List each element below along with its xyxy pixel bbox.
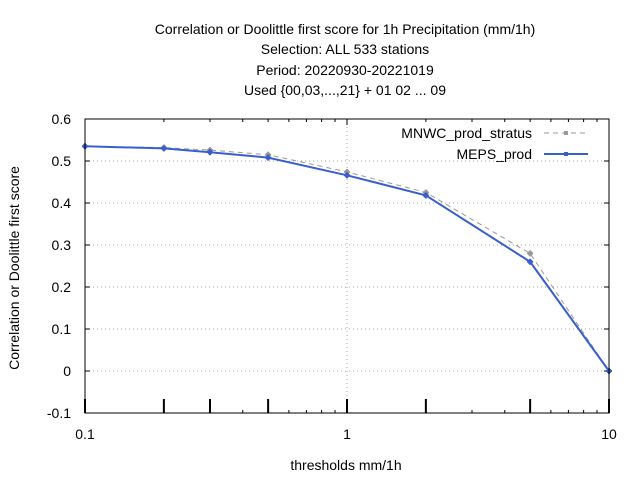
- data-point-mnwc-prod-stratus: [528, 251, 533, 256]
- series-line-mnwc-prod-stratus: [84, 145, 610, 372]
- data-point-meps-prod: [266, 155, 271, 160]
- legend: MNWC_prod_stratus MEPS_prod: [401, 125, 588, 162]
- y-tick-label: 0.2: [52, 279, 72, 295]
- legend-marker-mnwc-prod-stratus: [564, 131, 568, 135]
- y-axis-label: Correlation or Doolittle first score: [6, 166, 22, 370]
- grid-lines: [85, 119, 609, 413]
- data-point-meps-prod: [161, 146, 166, 151]
- series-line-meps-prod: [84, 145, 610, 372]
- chart-title-line-2: Selection: ALL 533 stations: [260, 41, 430, 57]
- y-tick-label: 0.1: [52, 321, 72, 337]
- axis-tick-labels: -0.1 0 0.1 0.2 0.3 0.4 0.5 0.6 0.1 1 10: [47, 111, 617, 442]
- y-tick-label: 0.3: [52, 237, 72, 253]
- data-point-meps-prod: [528, 259, 533, 264]
- x-tick-label: 10: [601, 426, 617, 442]
- legend-label-mnwc-prod-stratus: MNWC_prod_stratus: [401, 125, 532, 141]
- y-tick-label: 0.5: [52, 153, 72, 169]
- chart-title-line-3: Period: 20220930-20221019: [256, 62, 434, 78]
- x-tick-label: 1: [343, 426, 351, 442]
- y-tick-label: -0.1: [47, 405, 71, 421]
- data-point-meps-prod: [208, 150, 213, 155]
- x-axis-label: thresholds mm/1h: [290, 457, 401, 473]
- y-tick-label: 0.6: [52, 111, 72, 127]
- plot-area-frame: [84, 118, 610, 414]
- y-tick-label: 0.4: [52, 195, 72, 211]
- chart-title-line-1: Correlation or Doolittle first score for…: [154, 21, 536, 37]
- y-tick-label: 0: [63, 363, 71, 379]
- chart-title-line-4: Used {00,03,...,21} + 01 02 ... 09: [244, 82, 446, 98]
- data-point-meps-prod: [345, 173, 349, 178]
- x-tick-label: 0.1: [75, 426, 95, 442]
- legend-marker-meps-prod: [564, 152, 568, 156]
- data-point-meps-prod: [423, 193, 428, 198]
- legend-label-meps-prod: MEPS_prod: [457, 146, 532, 162]
- data-point-mnwc-prod-stratus: [345, 169, 349, 174]
